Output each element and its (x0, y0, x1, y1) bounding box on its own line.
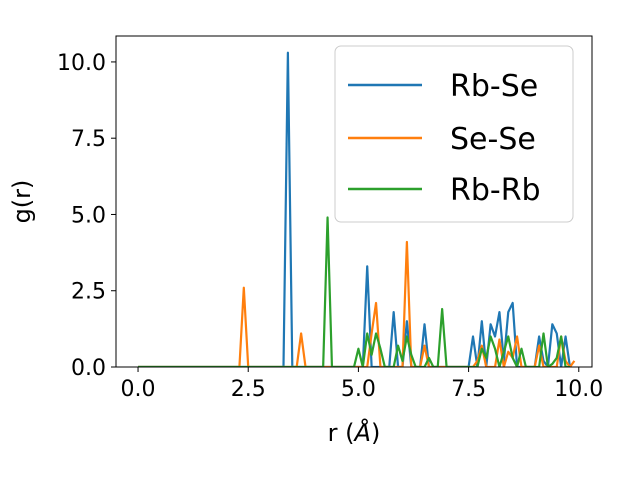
y-tick-label: 7.5 (71, 127, 106, 152)
legend-label-se-se: Se-Se (450, 122, 536, 157)
x-tick-label: 7.5 (451, 377, 486, 402)
plot-frame (115, 35, 593, 368)
y-tick-label: 2.5 (71, 280, 106, 305)
y-axis: 0.0 2.5 5.0 7.5 10.0 (57, 51, 116, 381)
legend-label-rb-se: Rb-Se (450, 69, 538, 104)
series-layer (138, 51, 576, 367)
x-axis: 0.0 2.5 5.0 7.5 10.0 (121, 367, 603, 402)
x-tick-label: 2.5 (231, 377, 266, 402)
x-tick-label: 10.0 (554, 377, 603, 402)
x-axis-label: r (Å) (328, 418, 381, 447)
x-tick-label: 5.0 (341, 377, 376, 402)
y-tick-label: 0.0 (71, 356, 106, 381)
legend: Rb-Se Se-Se Rb-Rb (334, 45, 574, 223)
series-line-se-se (138, 240, 576, 367)
y-tick-label: 10.0 (57, 51, 106, 76)
y-tick-label: 5.0 (71, 203, 106, 228)
series-line-rb-rb (138, 216, 570, 367)
legend-label-rb-rb: Rb-Rb (450, 173, 541, 208)
x-tick-label: 0.0 (121, 377, 156, 402)
y-axis-label: g(r) (8, 180, 36, 224)
series-line-rb-se (138, 51, 572, 367)
legend-box (334, 45, 574, 223)
